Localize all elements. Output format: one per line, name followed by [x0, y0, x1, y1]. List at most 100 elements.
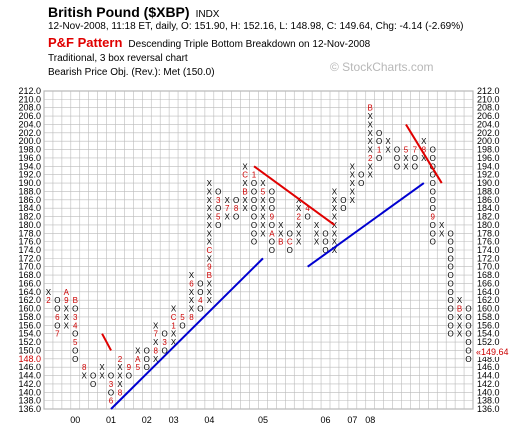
x-box: X [171, 338, 177, 347]
y-tick-label-right: 206.0 [477, 111, 500, 121]
y-tick-label-left: 200.0 [18, 136, 41, 146]
o-box: O [269, 187, 275, 196]
y-tick-label-right: 162.0 [477, 295, 500, 305]
x-box: X [82, 372, 88, 381]
o-box: O [287, 246, 293, 255]
o-box: O [251, 179, 257, 188]
x-box: X [457, 330, 463, 339]
o-box: O [430, 179, 436, 188]
y-tick-label-left: 170.0 [18, 262, 41, 272]
o-box: O [269, 238, 275, 247]
grid [43, 90, 474, 410]
x-box: X [225, 213, 231, 222]
o-box: O [465, 321, 471, 330]
o-box: O [430, 154, 436, 163]
o-box: O [358, 179, 364, 188]
o-box: O [215, 187, 221, 196]
y-tick-label-right: 168.0 [477, 270, 500, 280]
y-tick-label-left: 212.0 [18, 86, 41, 96]
o-box: O [251, 187, 257, 196]
o-box: O [448, 246, 454, 255]
x-box: X [314, 238, 320, 247]
x-box: X [260, 213, 266, 222]
x-box: X [439, 229, 445, 238]
y-tick-label-right: 188.0 [477, 186, 500, 196]
y-tick-label-right: 176.0 [477, 237, 500, 247]
x-box: X [260, 179, 266, 188]
y-tick-label-left: 174.0 [18, 245, 41, 255]
o-box: O [394, 154, 400, 163]
month-mark: 5 [404, 146, 409, 155]
month-mark: 8 [234, 204, 239, 213]
x-year-label: 01 [106, 415, 116, 425]
y-tick-label-right: 194.0 [477, 161, 500, 171]
x-box: X [207, 196, 213, 205]
x-box: X [439, 221, 445, 230]
o-box: O [126, 372, 132, 381]
y-tick-label-right: 140.0 [477, 387, 500, 397]
x-box: X [350, 162, 356, 171]
x-box: X [332, 213, 338, 222]
x-year-label: 00 [70, 415, 80, 425]
month-mark: 7 [55, 330, 60, 339]
y-tick-label-left: 188.0 [18, 186, 41, 196]
y-tick-label-right: 210.0 [477, 94, 500, 104]
o-box: O [412, 162, 418, 171]
y-tick-label-right: 166.0 [477, 278, 500, 288]
o-box: O [322, 229, 328, 238]
month-mark: 4 [73, 321, 78, 330]
y-tick-label-left: 158.0 [18, 312, 41, 322]
month-mark: A [269, 229, 275, 238]
y-tick-label-left: 160.0 [18, 304, 41, 314]
x-box: X [153, 355, 159, 364]
o-box: O [430, 187, 436, 196]
o-box: O [251, 221, 257, 230]
o-box: O [251, 196, 257, 205]
x-box: X [207, 296, 213, 305]
month-mark: 2 [368, 154, 373, 163]
x-box: X [260, 196, 266, 205]
month-mark: 9 [64, 296, 69, 305]
o-box: O [448, 271, 454, 280]
x-year-label: 08 [365, 415, 375, 425]
y-tick-label-left: 176.0 [18, 237, 41, 247]
month-mark: 8 [189, 313, 194, 322]
o-box: O [465, 355, 471, 364]
x-box: X [207, 254, 213, 263]
x-box: X [332, 246, 338, 255]
y-tick-label-right: 152.0 [477, 337, 500, 347]
x-box: X [207, 204, 213, 213]
y-tick-label-right: 174.0 [477, 245, 500, 255]
o-box: O [197, 288, 203, 297]
month-mark: B [242, 187, 247, 196]
x-box: X [117, 363, 123, 372]
month-mark: 7 [225, 204, 230, 213]
o-box: O [108, 372, 114, 381]
y-tick-label-right: 190.0 [477, 178, 500, 188]
downtrend-line [253, 165, 336, 226]
o-box: O [90, 380, 96, 389]
x-box: X [207, 238, 213, 247]
month-mark: 8 [422, 146, 427, 155]
o-box: O [394, 146, 400, 155]
x-box: X [457, 313, 463, 322]
x-box: X [368, 112, 374, 121]
x-box: X [385, 146, 391, 155]
x-year-label: 02 [142, 415, 152, 425]
last-price-left-label: 148.0 [18, 354, 41, 364]
x-box: X [207, 288, 213, 297]
x-box: X [260, 221, 266, 230]
o-box: O [144, 355, 150, 364]
month-mark: C [171, 313, 177, 322]
x-box: X [242, 204, 248, 213]
x-box: X [171, 330, 177, 339]
month-mark: 6 [109, 397, 114, 406]
x-box: X [332, 204, 338, 213]
y-tick-label-right: 158.0 [477, 312, 500, 322]
month-mark: 5 [136, 363, 141, 372]
o-box: O [269, 246, 275, 255]
month-mark: C [206, 246, 212, 255]
o-box: O [430, 146, 436, 155]
x-box: X [368, 162, 374, 171]
